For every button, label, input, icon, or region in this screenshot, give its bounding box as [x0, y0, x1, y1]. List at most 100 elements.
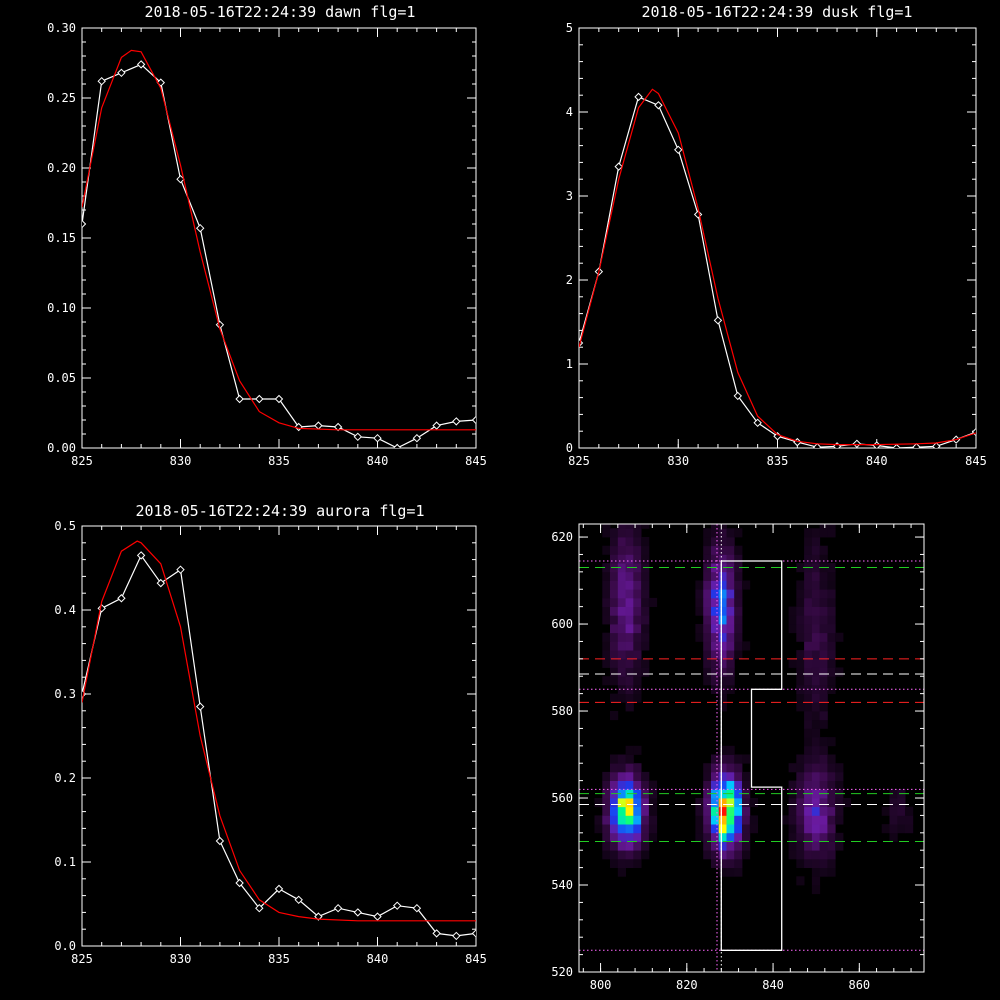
image-plot-frame: [578, 523, 925, 973]
dawn-data-point: [412, 433, 422, 443]
image-pixel: [881, 806, 890, 816]
image-pixel: [633, 693, 642, 703]
image-pixel: [617, 597, 626, 607]
dawn-panel-title: 2018-05-16T22:24:39 dawn flg=1: [145, 3, 416, 21]
image-pixel: [703, 537, 712, 547]
image-pixel: [703, 624, 712, 634]
aurora-data-point: [156, 578, 166, 588]
image-pixel: [796, 597, 805, 607]
image-pixel: [889, 824, 898, 834]
image-pixel: [648, 780, 658, 790]
dusk-data-point: [932, 442, 941, 448]
image-pixel: [804, 832, 813, 842]
image-pixel: [827, 624, 836, 634]
dusk-x-tick-label: 845: [965, 454, 987, 468]
image-pixel: [796, 832, 805, 842]
image-pixel: [625, 571, 634, 581]
image-pixel: [711, 606, 720, 616]
image-pixel: [617, 771, 626, 781]
dusk-data-point: [674, 145, 683, 155]
image-pixel: [819, 771, 828, 781]
image-pixel: [827, 563, 836, 573]
image-pixel: [641, 771, 650, 781]
image-pixel: [796, 563, 805, 573]
image-pixel: [633, 771, 642, 781]
aurora-data-point: [333, 903, 343, 913]
image-pixel: [617, 676, 626, 686]
image-pixel: [835, 806, 844, 816]
image-pixel: [804, 624, 813, 634]
image-pixel: [633, 806, 642, 816]
image-pixel: [827, 528, 836, 538]
image-pixel: [718, 537, 727, 547]
image-pixel: [819, 754, 828, 764]
dusk-data-point: [634, 92, 643, 102]
image-pixel: [796, 858, 805, 868]
dawn-data-point: [392, 443, 402, 448]
image-pixel: [734, 798, 743, 808]
image-pixel: [695, 589, 704, 599]
dawn-y-tick-label: 0.05: [47, 371, 76, 385]
image-pixel: [811, 676, 821, 686]
image-pixel: [711, 650, 720, 660]
image-pixel: [718, 563, 727, 573]
image-pixel: [804, 545, 813, 555]
image-pixel: [625, 702, 634, 712]
image-pixel: [711, 806, 720, 816]
image-pixel: [827, 798, 836, 808]
image-pixel: [718, 667, 727, 677]
image-pixel: [819, 780, 828, 790]
image-pixel: [827, 780, 836, 790]
image-pixel: [718, 632, 727, 642]
image-pixel: [734, 580, 743, 590]
image-pixel: [625, 824, 634, 834]
image-pixel: [726, 571, 735, 581]
image-pixel: [742, 824, 751, 834]
image-pixel: [819, 832, 828, 842]
image-pixel: [711, 624, 720, 634]
image-pixel: [718, 615, 727, 625]
image-pixel: [711, 798, 720, 808]
image-pixel: [617, 832, 626, 842]
image-pixel: [718, 693, 727, 703]
image-pixel: [804, 806, 813, 816]
image-pixel: [625, 684, 634, 694]
image-pixel: [633, 615, 642, 625]
image-pixel: [648, 824, 658, 834]
image-pixel: [796, 798, 805, 808]
image-pixel: [641, 798, 650, 808]
image-pixel: [804, 589, 813, 599]
image-pixel: [703, 580, 712, 590]
image-pixel: [695, 824, 704, 834]
dawn-data-point: [195, 223, 205, 233]
image-pixel: [625, 537, 634, 547]
image-pixel: [804, 554, 813, 564]
image-pixel: [819, 632, 828, 642]
image-pixel: [695, 815, 704, 825]
image-pixel: [594, 815, 603, 825]
image-pixel: [610, 841, 619, 851]
image-pixel: [811, 832, 821, 842]
image-pixel: [602, 841, 611, 851]
image-pixel: [641, 850, 650, 860]
image-pixel: [617, 763, 626, 773]
dawn-data-point: [471, 415, 476, 425]
image-pixel: [897, 824, 906, 834]
image-pixel: [703, 571, 712, 581]
dawn-data-point: [333, 422, 343, 432]
image-pixel: [711, 763, 720, 773]
image-pixel: [819, 554, 828, 564]
image-pixel: [734, 606, 743, 616]
image-pixel: [625, 850, 634, 860]
image-pixel: [718, 754, 727, 764]
image-y-tick-label: 600: [551, 617, 573, 631]
image-pixel: [625, 545, 634, 555]
image-pixel: [811, 589, 821, 599]
image-pixel: [742, 850, 751, 860]
image-pixel: [703, 832, 712, 842]
image-pixel: [726, 841, 735, 851]
image-y-tick-label: 540: [551, 878, 573, 892]
image-pixel: [633, 537, 642, 547]
image-pixel: [889, 798, 898, 808]
image-pixel: [819, 798, 828, 808]
